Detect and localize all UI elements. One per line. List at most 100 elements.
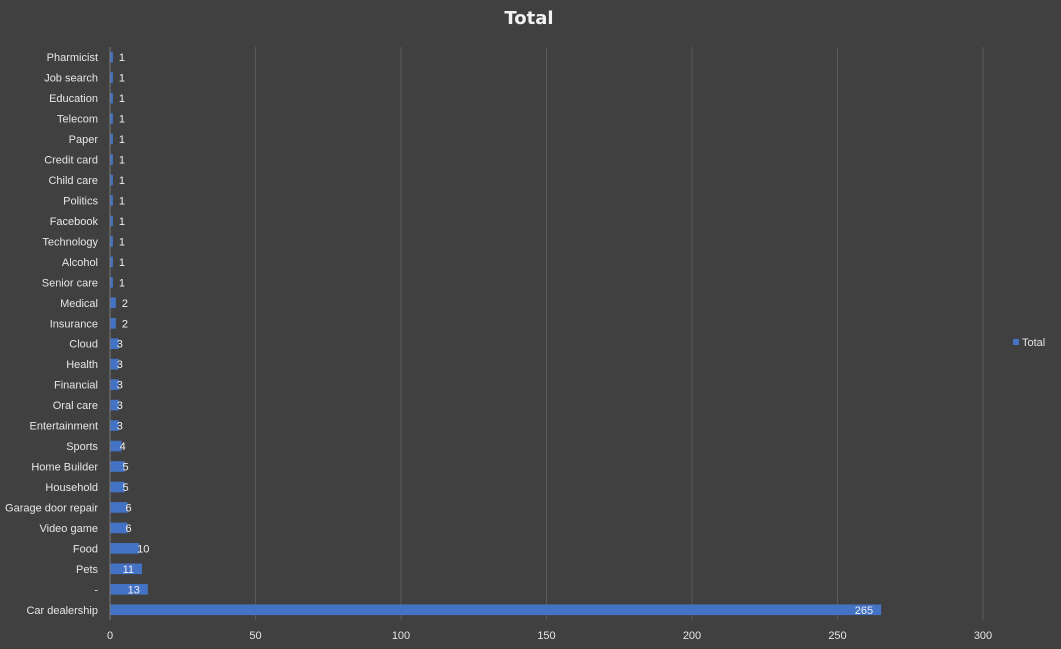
data-label: 6 — [125, 502, 131, 514]
data-label: 4 — [120, 441, 126, 453]
data-label: 3 — [117, 400, 123, 412]
category-label: Medical — [60, 298, 98, 310]
bar — [110, 379, 119, 390]
category-label: Car dealership — [26, 605, 98, 617]
bar — [110, 440, 122, 452]
category-label: Sports — [66, 441, 98, 453]
bar — [110, 277, 113, 288]
data-label: 5 — [123, 482, 129, 494]
category-label: Oral care — [53, 400, 98, 412]
chart-title: Total — [504, 8, 553, 29]
category-label: Home Builder — [31, 462, 98, 474]
bar — [110, 461, 125, 472]
bar — [110, 195, 113, 206]
data-label: 1 — [119, 236, 125, 248]
data-label: 1 — [119, 93, 125, 105]
category-label: Alcohol — [62, 257, 98, 269]
gridlines — [255, 47, 984, 620]
x-tick-label: 200 — [683, 630, 701, 642]
category-label: Paper — [69, 134, 99, 146]
category-label: Telecom — [57, 114, 98, 126]
category-label: Garage door repair — [5, 502, 98, 514]
bar — [110, 51, 113, 63]
data-label: 1 — [119, 52, 125, 64]
bar — [110, 583, 148, 595]
category-label: Education — [49, 93, 98, 105]
data-label: 1 — [119, 155, 125, 167]
category-label: Pharmicist — [47, 52, 98, 64]
x-tick-label: 50 — [249, 630, 261, 642]
x-tick-label: 100 — [392, 630, 410, 642]
category-label: Food — [73, 543, 98, 555]
data-label: 3 — [117, 339, 123, 351]
category-label: Pets — [76, 564, 99, 576]
category-label: - — [94, 584, 98, 596]
bar — [110, 604, 882, 616]
category-label: Cloud — [69, 339, 98, 351]
category-label: Politics — [63, 195, 98, 207]
category-label: Financial — [54, 380, 98, 392]
bar — [110, 297, 116, 309]
category-label: Health — [66, 359, 98, 371]
bar — [110, 420, 119, 431]
category-label: Video game — [39, 523, 98, 535]
bar — [110, 522, 128, 534]
data-label: 3 — [117, 359, 123, 371]
data-label: 1 — [119, 114, 125, 126]
category-label: Credit card — [44, 155, 98, 167]
bar — [110, 399, 119, 411]
legend: Total — [1013, 337, 1045, 349]
data-label: 1 — [119, 216, 125, 228]
bar — [110, 174, 113, 186]
legend-swatch — [1013, 339, 1019, 345]
data-label: 6 — [125, 523, 131, 535]
bar — [110, 236, 113, 247]
bar — [110, 256, 113, 268]
category-label: Insurance — [50, 318, 98, 330]
category-label: Facebook — [50, 216, 99, 228]
data-label: 2 — [122, 298, 128, 310]
data-label: 265 — [855, 605, 873, 617]
data-label: 5 — [123, 462, 129, 474]
category-label: Child care — [48, 175, 98, 187]
bars — [110, 51, 882, 616]
bar — [110, 113, 113, 124]
x-tick-label: 300 — [974, 630, 992, 642]
bar — [110, 481, 125, 493]
category-label: Household — [45, 482, 98, 494]
data-label: 13 — [128, 584, 140, 596]
data-label: 1 — [119, 277, 125, 289]
bar — [110, 563, 143, 575]
data-label: 3 — [117, 380, 123, 392]
category-label: Senior care — [42, 277, 98, 289]
data-label: 10 — [137, 543, 149, 555]
data-label: 11 — [123, 564, 134, 576]
category-label: Technology — [42, 236, 98, 248]
category-labels: Car dealership - Pets Food Video game Garage … — [5, 52, 98, 617]
x-axis-ticks: 0 50 100 150 200 250 300 — [107, 630, 992, 642]
bar — [110, 338, 119, 350]
bar — [110, 92, 113, 104]
bar — [110, 358, 119, 370]
bar — [110, 72, 113, 84]
data-label: 1 — [119, 195, 125, 207]
bar — [110, 215, 113, 227]
bar — [110, 317, 116, 329]
legend-label: Total — [1022, 337, 1045, 349]
x-tick-label: 250 — [828, 630, 846, 642]
x-tick-label: 0 — [107, 630, 113, 642]
bar — [110, 543, 140, 554]
data-label: 1 — [119, 134, 125, 146]
bar — [110, 154, 113, 165]
bar — [110, 502, 128, 513]
data-label: 1 — [119, 257, 125, 269]
category-label: Job search — [44, 73, 98, 85]
data-label: 2 — [122, 318, 128, 330]
data-label: 3 — [117, 421, 123, 433]
data-label: 1 — [119, 175, 125, 187]
bar — [110, 133, 113, 145]
data-label: 1 — [119, 73, 125, 85]
